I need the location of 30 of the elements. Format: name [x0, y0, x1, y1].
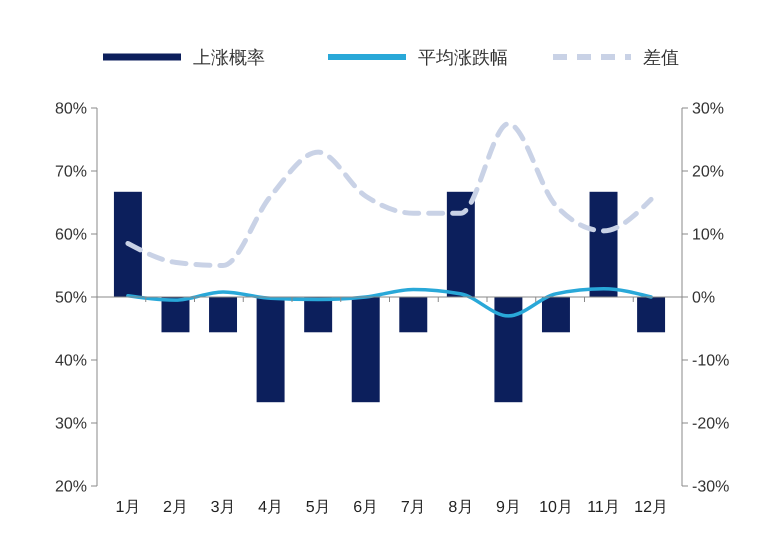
y-tick-label: 60% — [54, 226, 87, 244]
x-tick-label: 4月 — [258, 499, 284, 516]
y2-tick-label: 20% — [692, 164, 724, 181]
x-tick-label: 2月 — [163, 499, 188, 516]
legend-label: 差值 — [643, 47, 679, 68]
line-series — [126, 287, 653, 318]
y2-tick-label: 30% — [692, 100, 724, 118]
x-tick-label: 10月 — [539, 499, 573, 516]
x-tick-label: 3月 — [210, 499, 236, 516]
y-tick-label: 30% — [54, 416, 87, 433]
y2-tick-label: -20% — [692, 416, 730, 433]
x-tick-label: 11月 — [587, 499, 620, 516]
y-tick-label: 20% — [54, 478, 87, 496]
x-tick-label: 5月 — [306, 499, 331, 516]
legend-label: 平均涨跌幅 — [418, 47, 508, 68]
y2-tick-label: -30% — [692, 478, 730, 496]
y2-tick-label: 10% — [692, 226, 724, 244]
y2-tick-label: -10% — [692, 352, 730, 370]
x-tick-label: 7月 — [400, 499, 426, 516]
x-tick-label: 6月 — [353, 499, 378, 516]
y-tick-label: 40% — [54, 352, 87, 370]
x-tick-label: 9月 — [496, 499, 521, 516]
y-tick-label: 80% — [54, 100, 87, 118]
y-tick-label: 50% — [54, 290, 87, 307]
x-tick-label: 1月 — [115, 499, 140, 516]
y-tick-label: 70% — [54, 164, 87, 181]
x-tick-label: 12月 — [634, 499, 668, 516]
y2-tick-label: 0% — [692, 290, 716, 307]
legend-label: 上涨概率 — [193, 47, 265, 68]
x-tick-label: 8月 — [448, 499, 474, 516]
